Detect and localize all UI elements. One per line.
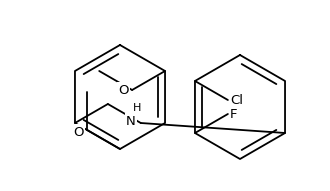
Text: O: O: [118, 83, 129, 96]
Text: Cl: Cl: [230, 94, 243, 107]
Text: N: N: [126, 114, 136, 128]
Text: F: F: [230, 108, 237, 121]
Text: H: H: [133, 103, 141, 113]
Text: O: O: [74, 125, 84, 138]
